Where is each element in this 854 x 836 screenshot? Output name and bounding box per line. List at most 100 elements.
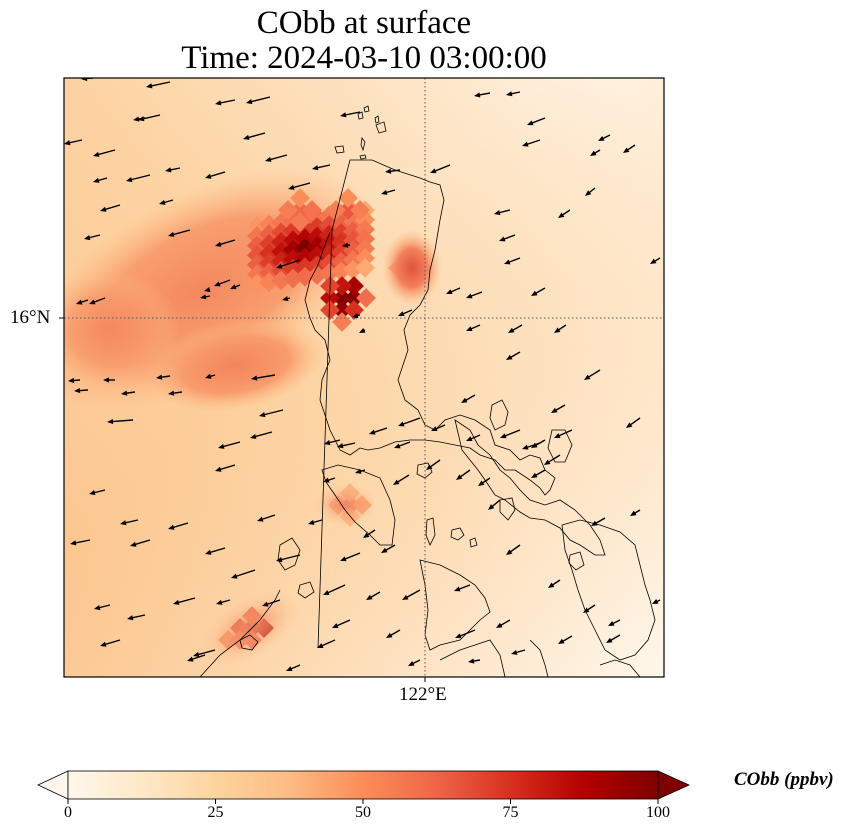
wind-arrow bbox=[398, 309, 413, 317]
wind-arrow bbox=[522, 442, 541, 450]
wind-arrow bbox=[455, 629, 476, 639]
wind-arrow bbox=[342, 242, 351, 248]
colorbar-tick-label-25: 25 bbox=[207, 804, 224, 821]
wind-arrow bbox=[363, 529, 376, 538]
plume-cell bbox=[278, 200, 298, 220]
wind-arrow bbox=[89, 297, 106, 305]
plume-cell bbox=[320, 300, 340, 320]
wind-arrow bbox=[585, 187, 596, 196]
coastline-islet-b bbox=[357, 111, 364, 120]
wind-arrow bbox=[506, 91, 521, 97]
wind-arrow bbox=[121, 390, 136, 396]
coastline-negros bbox=[439, 639, 506, 677]
colorbar-tick-label-100: 100 bbox=[646, 804, 670, 821]
wind-arrow bbox=[243, 132, 266, 140]
wind-arrow bbox=[156, 374, 171, 380]
coastline-babuyan-b bbox=[359, 154, 367, 160]
plume-cell bbox=[350, 200, 370, 220]
wind-arrow bbox=[100, 204, 121, 212]
wind-arrow bbox=[68, 377, 81, 384]
plume-cell bbox=[338, 188, 358, 208]
wind-arrow bbox=[499, 234, 516, 242]
wind-arrow bbox=[504, 257, 521, 265]
coastline-leyte bbox=[599, 659, 641, 677]
coastlines bbox=[199, 105, 656, 677]
wind-arrow bbox=[317, 639, 336, 648]
wind-arrow bbox=[496, 619, 511, 628]
coastline-panay bbox=[419, 559, 491, 651]
wind-arrow bbox=[385, 168, 401, 174]
wind-arrow bbox=[544, 454, 561, 465]
wind-arrow bbox=[366, 591, 381, 600]
plot-title-line2: Time: 2024-03-10 03:00:00 bbox=[181, 40, 547, 76]
wind-arrow bbox=[340, 552, 361, 562]
wind-arrow bbox=[558, 209, 571, 218]
wind-arrow bbox=[215, 464, 236, 472]
wind-arrow bbox=[64, 139, 83, 146]
wind-arrow bbox=[323, 477, 336, 483]
plume-cell bbox=[332, 276, 352, 296]
wind-arrow bbox=[286, 664, 301, 672]
wind-arrow bbox=[548, 579, 561, 588]
wind-arrow bbox=[527, 117, 546, 126]
wind-arrow bbox=[276, 554, 301, 563]
plume-cell bbox=[290, 212, 310, 232]
wind-arrow bbox=[554, 324, 567, 333]
wind-arrow bbox=[352, 313, 361, 319]
wind-arrow bbox=[94, 604, 111, 611]
wind-arrow bbox=[173, 597, 196, 605]
plume-cell bbox=[332, 312, 352, 332]
lon-tick-label: 122°E bbox=[399, 684, 447, 705]
colorbar-bar bbox=[67, 770, 659, 800]
wind-arrow bbox=[246, 96, 271, 105]
wind-arrow bbox=[531, 469, 546, 478]
wind-arrow bbox=[337, 442, 356, 449]
coastline-polillo bbox=[489, 399, 509, 431]
map-area bbox=[64, 78, 664, 677]
wind-arrow bbox=[231, 569, 256, 579]
wind-arrow bbox=[168, 229, 191, 237]
wind-arrow bbox=[554, 429, 573, 438]
wind-arrow bbox=[205, 171, 226, 179]
wind-arrow bbox=[76, 299, 89, 305]
wind-arrow bbox=[381, 189, 396, 195]
wind-arrow bbox=[474, 92, 491, 98]
wind-arrow bbox=[461, 394, 476, 403]
wind-arrow bbox=[494, 209, 511, 216]
wind-arrow bbox=[381, 544, 396, 553]
plume-mindoro bbox=[313, 483, 377, 527]
wind-arrow bbox=[608, 619, 621, 626]
wind-arrow bbox=[214, 279, 231, 287]
wind-arrow bbox=[218, 441, 241, 449]
wind-arrow bbox=[466, 434, 481, 442]
wind-arrow bbox=[355, 468, 366, 474]
wind-arrow bbox=[359, 327, 366, 333]
wind-arrow bbox=[70, 539, 91, 546]
wind-arrow bbox=[623, 144, 636, 153]
coastline-islet-c bbox=[374, 115, 380, 124]
coastline-batanes-b bbox=[334, 145, 345, 154]
wind-arrow bbox=[340, 111, 361, 118]
coastline-sibuyan bbox=[450, 527, 465, 541]
coastline-busuanga bbox=[297, 581, 315, 599]
wind-arrow bbox=[204, 287, 211, 293]
colorbar-tick-label-75: 75 bbox=[502, 804, 519, 821]
wind-arrow bbox=[466, 291, 483, 299]
wind-arrow bbox=[630, 509, 641, 516]
wind-arrow bbox=[650, 257, 661, 264]
wind-arrow bbox=[257, 514, 276, 522]
wind-arrow bbox=[506, 544, 521, 555]
plume-cell bbox=[290, 188, 310, 208]
plume-cell bbox=[247, 274, 267, 294]
colorbar-extend-max bbox=[657, 770, 690, 800]
wind-arrow bbox=[215, 99, 236, 106]
plume-cell bbox=[271, 270, 291, 291]
coastline-samar bbox=[561, 519, 656, 661]
wind-arrow bbox=[308, 519, 323, 525]
plume-cell bbox=[307, 265, 327, 285]
plume-southwest bbox=[200, 590, 300, 666]
wind-arrow bbox=[288, 182, 311, 190]
plume-cell bbox=[290, 200, 310, 220]
wind-arrow bbox=[468, 658, 481, 664]
